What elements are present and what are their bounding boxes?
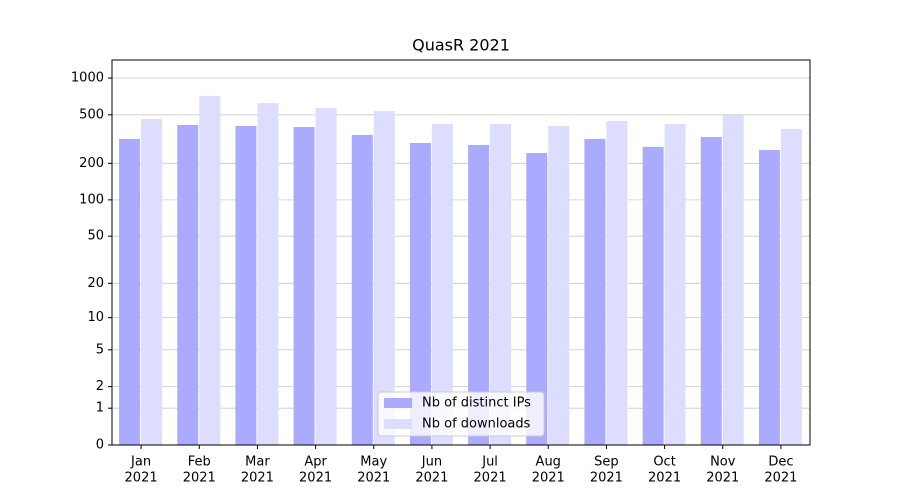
y-tick-label: 1 [96, 401, 104, 416]
y-tick-label: 1000 [71, 71, 104, 86]
bar [548, 125, 570, 446]
x-tick-label: Oct [653, 455, 675, 470]
legend: Nb of distinct IPs Nb of downloads [377, 391, 545, 437]
x-tick-label: Apr [304, 455, 327, 470]
x-tick-label: 2021 [474, 471, 507, 486]
x-tick-label: 2021 [241, 471, 274, 486]
grid [112, 77, 810, 446]
x-tick-label: Jun [421, 455, 442, 470]
y-tick-label: 50 [87, 229, 104, 244]
bar [700, 136, 722, 446]
bar [351, 134, 373, 445]
bar [315, 108, 337, 445]
bar [177, 124, 199, 445]
y-tick-label: 20 [87, 276, 104, 291]
y-tick-label: 5 [96, 342, 104, 357]
x-tick-label: Dec [768, 455, 793, 470]
x-tick-label: 2021 [764, 471, 797, 486]
x-tick-label: Aug [536, 455, 561, 470]
y-tick-label: 200 [79, 156, 104, 171]
bar [606, 120, 628, 446]
bar [758, 150, 780, 445]
x-tick-label: 2021 [183, 471, 216, 486]
bar [584, 138, 606, 445]
x-tick-label: 2021 [648, 471, 681, 486]
bar [780, 128, 802, 445]
y-tick-label: 500 [79, 107, 104, 122]
x-tick-label: Sep [594, 455, 619, 470]
y-tick-label: 0 [96, 438, 104, 453]
bar [199, 95, 221, 445]
x-tick-label: Nov [710, 455, 736, 470]
legend-swatch [384, 398, 412, 408]
bar [664, 123, 686, 445]
legend-label: Nb of distinct IPs [422, 396, 531, 411]
bar [490, 123, 512, 445]
x-tick-label: Jul [481, 455, 498, 470]
x-tick-label: 2021 [299, 471, 332, 486]
plot-frame [111, 59, 811, 446]
x-tick-label: 2021 [357, 471, 390, 486]
x-tick-label: Feb [188, 455, 211, 470]
x-tick-label: Mar [245, 455, 270, 470]
y-tick-label: 10 [87, 310, 104, 325]
x-tick-label: 2021 [706, 471, 739, 486]
legend-label: Nb of downloads [422, 417, 531, 432]
x-tick-label: Jan [130, 455, 151, 470]
legend-swatch [384, 419, 412, 429]
chart-title: QuasR 2021 [412, 36, 510, 55]
y-tick-label: 100 [79, 192, 104, 207]
bar [119, 138, 141, 445]
x-tick-label: 2021 [590, 471, 623, 486]
bar [235, 125, 257, 446]
bar [373, 111, 395, 446]
bar [526, 153, 548, 445]
y-tick-label: 2 [96, 379, 104, 394]
bars [119, 95, 802, 446]
bar [141, 118, 163, 445]
axes: 01251020501002005001000Jan2021Feb2021Mar… [71, 71, 798, 486]
bar [642, 146, 664, 445]
x-tick-label: May [360, 455, 387, 470]
legend-box [377, 391, 545, 437]
x-tick-label: 2021 [125, 471, 158, 486]
bar [293, 127, 315, 446]
bar [431, 123, 453, 445]
bar [722, 115, 744, 445]
bar [409, 142, 431, 445]
bar [257, 103, 279, 446]
x-tick-label: 2021 [532, 471, 565, 486]
x-tick-label: 2021 [415, 471, 448, 486]
bar [468, 144, 490, 446]
